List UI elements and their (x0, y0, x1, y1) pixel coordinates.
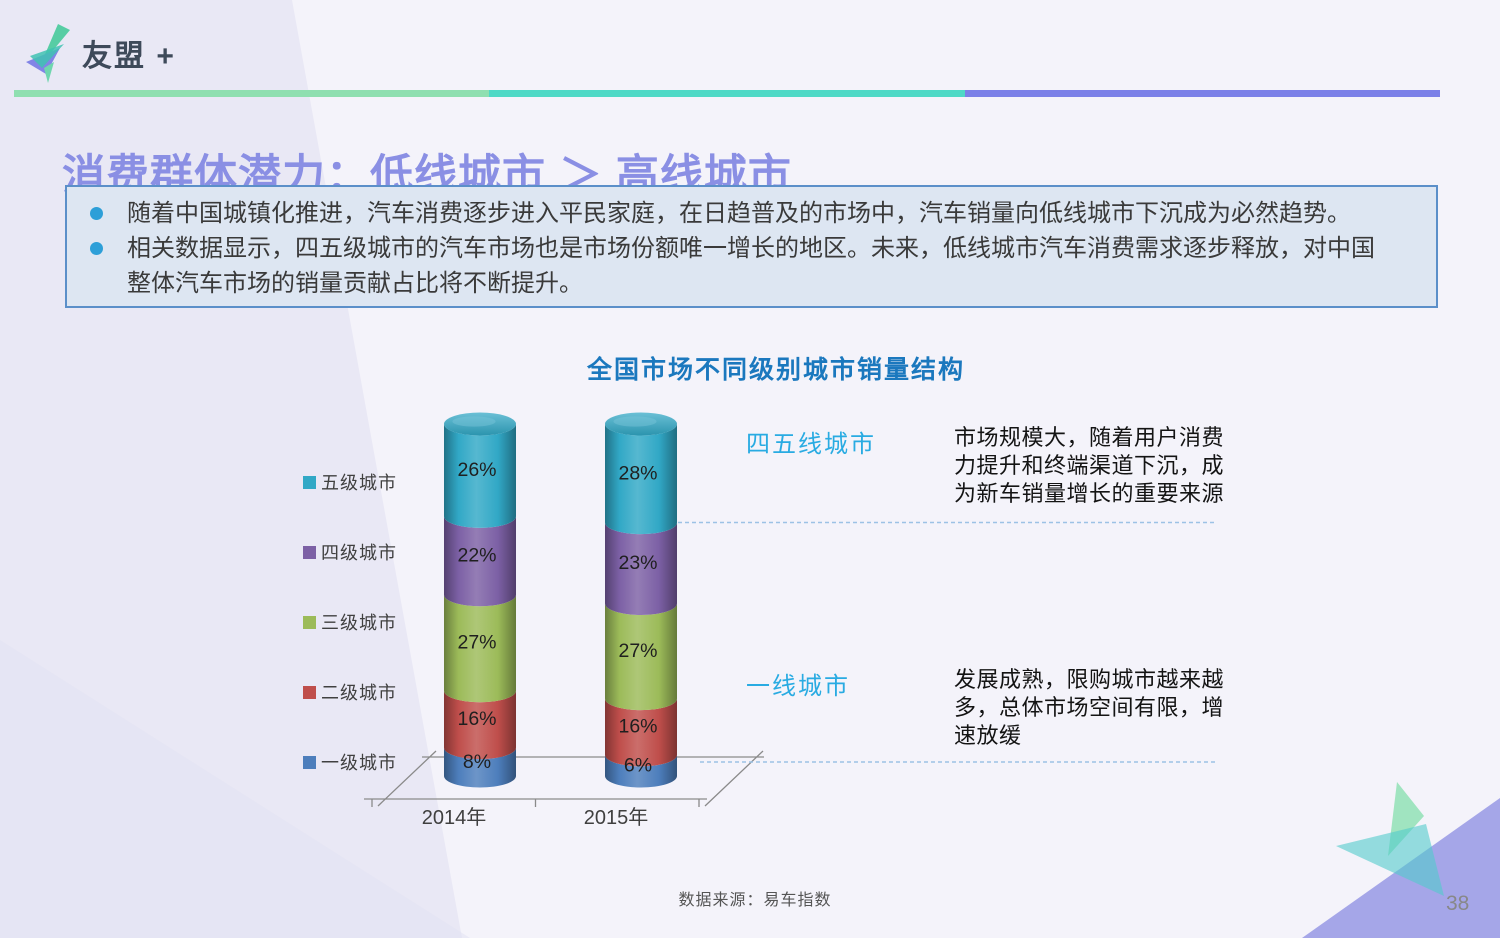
legend-label: 五级城市 (321, 473, 397, 493)
segment-value-label: 8% (463, 751, 491, 773)
cylinder-top-sheen (452, 416, 496, 427)
summary-callout: 随着中国城镇化推进，汽车消费逐步进入平民家庭，在日趋普及的市场中，汽车销量向低线… (65, 185, 1438, 308)
legend-swatch-icon (303, 755, 316, 769)
divider-teal-segment (489, 90, 965, 97)
legend-swatch-icon (303, 685, 316, 699)
legend-label: 四级城市 (321, 543, 397, 563)
legend-swatch-icon (303, 475, 316, 489)
annotation-tier-one-cities: 一线城市 发展成熟，限购城市越来越多，总体市场空间有限，增速放缓 (746, 666, 1246, 750)
category-label: 2014年 (422, 806, 487, 829)
cylinder-top (605, 412, 677, 436)
legend-item: 三级城市 (303, 612, 397, 633)
bullet-row: 相关数据显示，四五级城市的汽车市场也是市场份额唯一增长的地区。未来，低线城市汽车… (67, 231, 1436, 301)
legend-item: 一级城市 (303, 752, 397, 773)
cylinder-segment (444, 690, 516, 760)
annotation-low-tier-cities: 四五线城市 市场规模大，随着用户消费力提升和终端渠道下沉，成为新车销量增长的重要… (746, 424, 1246, 508)
umeng-leaf-icon (26, 24, 70, 83)
chart-title: 全国市场不同级别城市销量结构 (586, 356, 965, 384)
cylinder-segment (605, 698, 677, 767)
annotation-label: 四五线城市 (746, 431, 876, 458)
legend-swatch-icon (303, 615, 316, 629)
category-label: 2015年 (584, 806, 649, 829)
cylinder-segment (605, 522, 677, 615)
bullet-dot-icon (90, 242, 103, 255)
cylinder-segment (605, 603, 677, 711)
cylinder-top (444, 412, 516, 436)
cylinder-segment (605, 754, 677, 788)
bg-corner-triangle (1302, 798, 1500, 938)
segment-value-label: 23% (618, 552, 657, 574)
bg-bottom-left-triangle (0, 640, 470, 938)
annotation-label: 一线城市 (746, 673, 850, 700)
segment-value-label: 28% (618, 462, 657, 484)
cylinder-segment (444, 594, 516, 703)
bullet-row: 随着中国城镇化推进，汽车消费逐步进入平民家庭，在日趋普及的市场中，汽车销量向低线… (67, 196, 1436, 231)
annotation-text: 发展成熟，限购城市越来越多，总体市场空间有限，增速放缓 (954, 667, 1225, 748)
bullet-text: 相关数据显示，四五级城市的汽车市场也是市场份额唯一增长的地区。未来，低线城市汽车… (127, 235, 1375, 297)
page-number: 38 (1446, 892, 1470, 915)
bullet-text: 随着中国城镇化推进，汽车消费逐步进入平民家庭，在日趋普及的市场中，汽车销量向低线… (127, 200, 1351, 227)
cylinder-top-sheen (613, 416, 657, 427)
cylinder-segment (444, 424, 516, 528)
cylinder-segment (605, 424, 677, 535)
segment-value-label: 16% (457, 708, 496, 730)
annotation-text: 市场规模大，随着用户消费力提升和终端渠道下沉，成为新车销量增长的重要来源 (954, 425, 1225, 506)
segment-value-label: 22% (457, 545, 496, 567)
brand-logo: 友盟 + (24, 22, 176, 84)
segment-value-label: 6% (624, 754, 652, 776)
bird-mint-triangle-icon (1388, 782, 1424, 856)
legend-label: 二级城市 (321, 683, 397, 703)
legend-item: 二级城市 (303, 682, 397, 703)
segment-value-label: 16% (618, 716, 657, 738)
legend-item: 四级城市 (303, 542, 397, 563)
legend-label: 三级城市 (321, 613, 397, 633)
legend-swatch-icon (303, 545, 316, 559)
divider-green-segment (14, 90, 490, 97)
segment-value-label: 27% (457, 632, 496, 654)
data-source: 数据来源：易车指数 (678, 892, 832, 909)
segment-value-label: 27% (618, 640, 657, 662)
cylinder-segment (444, 516, 516, 607)
bullet-dot-icon (90, 207, 103, 220)
cylinder-segment (444, 747, 516, 788)
bird-teal-triangle-icon (1336, 824, 1444, 896)
header-divider (14, 90, 1440, 97)
chart-floor (364, 750, 764, 807)
legend-label: 一级城市 (321, 753, 397, 773)
chart-legend: 五级城市四级城市三级城市二级城市一级城市 (303, 472, 397, 822)
segment-value-label: 26% (457, 459, 496, 481)
legend-item: 五级城市 (303, 472, 397, 493)
divider-purple-segment (964, 90, 1440, 97)
brand-logo-text: 友盟 + (82, 40, 176, 73)
